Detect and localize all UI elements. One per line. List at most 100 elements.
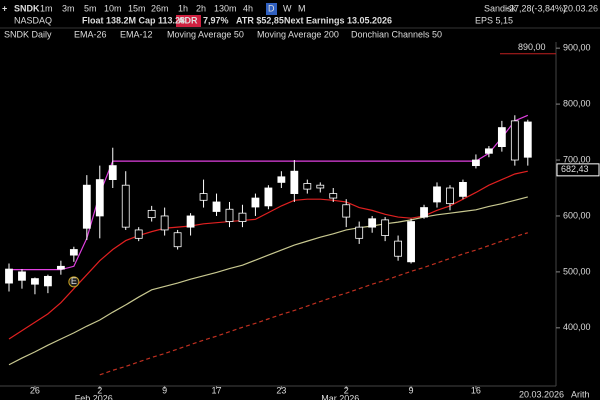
indicator-line	[99, 232, 528, 376]
x-tick-label: 17	[212, 385, 222, 395]
stat: ADR	[178, 15, 198, 25]
y-tick-label: 600,00	[563, 210, 591, 220]
x-tick-label: 26	[30, 385, 40, 395]
x-tick-label: 23	[276, 385, 286, 395]
candle-body	[446, 187, 454, 205]
y-tick-label: 500,00	[563, 266, 591, 276]
month-label: Feb 2026	[75, 393, 113, 400]
x-tick-label: 2	[97, 385, 102, 395]
candle-body	[251, 197, 260, 208]
candle-body	[82, 184, 91, 229]
x-tick-label: 9	[409, 385, 414, 395]
earnings-bg	[68, 276, 80, 288]
y-tick-label: 400,00	[563, 322, 591, 332]
candle-body	[459, 181, 467, 197]
adr-bg	[176, 15, 201, 27]
candle-body	[316, 184, 325, 189]
last-price-label: 682,43	[561, 164, 589, 174]
candle-body	[433, 186, 441, 203]
study-label[interactable]: EMA-26	[74, 29, 107, 39]
exchange: NASDAQ	[14, 15, 52, 25]
candle-body	[420, 207, 428, 218]
candle-body	[472, 159, 480, 167]
study-label[interactable]: Moving Average 200	[257, 29, 339, 39]
alert-label: 890,00	[518, 42, 546, 52]
indicator-line	[8, 196, 528, 366]
date: 20.03.26	[563, 3, 598, 13]
stat: 7,97%	[203, 15, 229, 25]
earnings-marker: E	[71, 276, 77, 286]
last-price-box	[556, 163, 600, 177]
candle-body	[381, 219, 390, 236]
timeframe-button[interactable]: 26m	[151, 3, 169, 13]
y-tick-label: 900,00	[563, 43, 591, 53]
candle-body	[121, 184, 130, 228]
timeframe-button[interactable]: M	[298, 3, 306, 13]
candle-body	[238, 212, 247, 222]
timeframe-button[interactable]: 2h	[196, 3, 206, 13]
candle-body	[290, 170, 299, 194]
candle-body	[225, 208, 234, 222]
stat: ATR $52,85	[236, 15, 284, 25]
candle-body	[147, 209, 156, 219]
candle-body	[355, 226, 364, 239]
timeframe-button[interactable]: W	[283, 3, 292, 13]
candle-body	[368, 218, 377, 228]
candle-body	[407, 221, 415, 263]
candle-body	[69, 249, 78, 256]
x-tick-label: 2	[344, 385, 349, 395]
candle-body	[160, 215, 169, 231]
candle-body	[173, 232, 182, 248]
candle-body	[186, 215, 195, 228]
study-label[interactable]: EMA-12	[120, 29, 153, 39]
add-icon: +	[2, 3, 7, 13]
candle-body	[134, 229, 143, 239]
candle-body	[95, 179, 104, 217]
symbol[interactable]: SNDK	[14, 3, 40, 13]
candle-body	[277, 176, 286, 183]
timeframe-button[interactable]: 10m	[104, 3, 122, 13]
study-label[interactable]: SNDK Daily	[4, 29, 52, 39]
timeframe-button[interactable]: 1m	[40, 3, 53, 13]
stat: Float 138.2M Cap 113.28	[82, 15, 185, 25]
study-label[interactable]: Donchian Channels 50	[351, 29, 442, 39]
timeframe-button[interactable]: 4h	[243, 3, 253, 13]
candle-body	[5, 268, 13, 284]
candle-body	[497, 127, 506, 147]
timeframe-button[interactable]: 5m	[84, 3, 97, 13]
indicator-line	[8, 170, 528, 340]
stat: Next Earnings 13.05.2026	[284, 15, 392, 25]
candle-body	[394, 240, 403, 257]
candle-body	[264, 187, 273, 207]
candle-body	[56, 265, 65, 270]
candle-body	[44, 275, 52, 287]
timeframe-button[interactable]: 3m	[62, 3, 75, 13]
candle-body	[523, 121, 532, 158]
candle-body	[342, 204, 351, 218]
y-tick-label: 800,00	[563, 98, 591, 108]
x-tick-label: 16	[471, 385, 481, 395]
candle-body	[303, 183, 312, 190]
indicator-line	[9, 114, 529, 271]
eps: EPS 5,15	[475, 15, 513, 25]
timeframe-button[interactable]: 130m	[214, 3, 237, 13]
price-change: -27,28(-3,84%)	[506, 3, 566, 13]
candle-body	[199, 193, 208, 201]
timeframe-button[interactable]: 15m	[128, 3, 146, 13]
month-label: Mar 2026	[321, 393, 359, 400]
timeframe-button[interactable]: 1h	[178, 3, 188, 13]
candle-body	[31, 278, 39, 285]
study-label[interactable]: Moving Average 50	[167, 29, 244, 39]
candle-body	[329, 193, 338, 199]
timeframe-button[interactable]: D	[268, 3, 275, 13]
candle-body	[212, 201, 221, 212]
date-box: 20.03.2026	[519, 389, 564, 399]
candle-body	[18, 271, 26, 281]
candle-body	[108, 165, 117, 180]
candle-body	[510, 120, 519, 161]
x-tick-label: 9	[162, 385, 167, 395]
scale-mode[interactable]: Arith	[571, 389, 590, 399]
company-name: Sandisk	[484, 3, 517, 13]
y-tick-label: 700,00	[563, 154, 591, 164]
